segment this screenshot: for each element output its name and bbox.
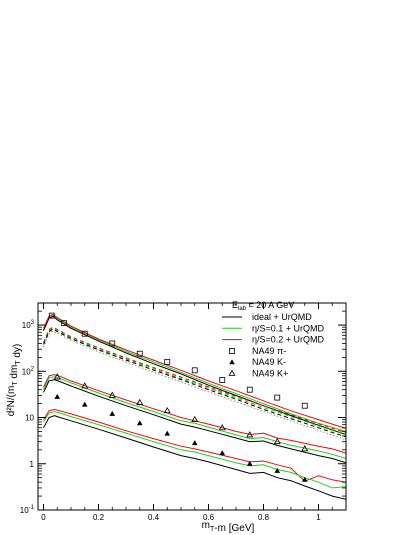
data-point-square-3	[109, 340, 116, 347]
x-axis-label: mT-m [GeV]	[202, 520, 255, 534]
data-point-triangle-26	[191, 440, 198, 446]
legend-label-5: NA49 K+	[252, 369, 288, 379]
legend-entry-1: η/S=0.1 + UrQMD	[222, 323, 325, 333]
series-line-4	[43, 327, 346, 436]
legend-entry-4: NA49 K-	[229, 357, 286, 367]
series-line-3	[43, 326, 346, 434]
legend-entry-5: NA49 K+	[228, 369, 288, 379]
series-line-11	[43, 410, 346, 489]
data-point-open-triangle-18	[246, 431, 254, 438]
data-point-square-7	[219, 377, 226, 383]
y-tick-label-2: 10	[25, 414, 34, 423]
data-point-open-triangle-20	[301, 445, 309, 452]
data-point-square-6	[191, 367, 198, 374]
data-point-triangle-27	[219, 450, 226, 456]
x-tick-label-2: 0.4	[148, 513, 160, 522]
legend-label-1: η/S=0.1 + UrQMD	[252, 323, 325, 333]
data-point-square-4	[136, 350, 143, 357]
series-line-5	[43, 328, 346, 438]
data-point-triangle-28	[246, 460, 253, 466]
series-line-7	[43, 374, 346, 454]
series-line-10	[43, 408, 346, 483]
data-point-square-2	[81, 330, 88, 337]
markers-layer	[48, 312, 309, 482]
y-tick-label-4: 103	[22, 320, 35, 330]
data-point-open-triangle-15	[163, 406, 171, 414]
data-point-square-8	[246, 386, 253, 393]
y-tick-label-0: 10-1	[20, 505, 35, 515]
legend-open-triangle-marker	[228, 369, 236, 376]
data-point-open-triangle-13	[108, 391, 116, 398]
data-point-open-triangle-14	[136, 398, 144, 406]
axes-layer: 0 0.2 0.4 0.6 0.8 1 10-1 1 10 102 103	[20, 302, 347, 522]
data-point-open-triangle-11	[53, 373, 61, 380]
data-point-square-1	[61, 320, 68, 327]
data-point-square-10	[301, 402, 308, 409]
legend-entry-3: NA49 π-	[229, 346, 286, 356]
series-line-6	[43, 330, 346, 441]
x-tick-label-0: 0	[41, 513, 46, 522]
data-point-open-triangle-19	[273, 437, 281, 445]
legend-entry-2: η/S=0.2 + UrQMD	[222, 335, 325, 345]
data-point-triangle-29	[274, 467, 281, 473]
data-point-triangle-30	[301, 476, 308, 482]
legend-header: Elab = 20 A GeV	[232, 300, 294, 312]
plot-frame	[37, 302, 347, 511]
legend-label-2: η/S=0.2 + UrQMD	[252, 335, 325, 345]
legend-square-marker	[229, 347, 235, 354]
y-tick-label-1: 1	[30, 460, 35, 469]
data-point-open-triangle-17	[218, 423, 226, 431]
legend-label-0: ideal + UrQMD	[252, 312, 312, 322]
data-point-triangle-25	[164, 430, 171, 436]
y-tick-label-3: 102	[22, 366, 35, 376]
data-point-square-5	[164, 358, 171, 365]
y-axis-label: d²N/(mT dmT dy)	[6, 344, 23, 416]
legend-triangle-marker	[229, 359, 235, 365]
legend-label-3: NA49 π-	[252, 346, 286, 356]
series-line-9	[43, 379, 346, 464]
data-point-triangle-22	[81, 401, 88, 407]
x-tick-label-3: 0.6	[203, 513, 215, 522]
legend-entry-0: ideal + UrQMD	[222, 312, 312, 322]
data-point-square-9	[274, 394, 281, 401]
data-point-triangle-24	[136, 420, 143, 426]
data-point-triangle-23	[109, 410, 116, 416]
x-tick-label-5: 1	[316, 513, 321, 522]
data-point-open-triangle-16	[191, 415, 199, 423]
x-tick-label-4: 0.8	[258, 513, 270, 522]
data-point-square-0	[48, 312, 55, 319]
data-point-triangle-21	[54, 393, 61, 399]
x-tick-label-1: 0.2	[93, 513, 105, 522]
data-point-open-triangle-12	[81, 382, 89, 389]
series-line-12	[43, 415, 346, 500]
legend-label-4: NA49 K-	[252, 357, 286, 367]
